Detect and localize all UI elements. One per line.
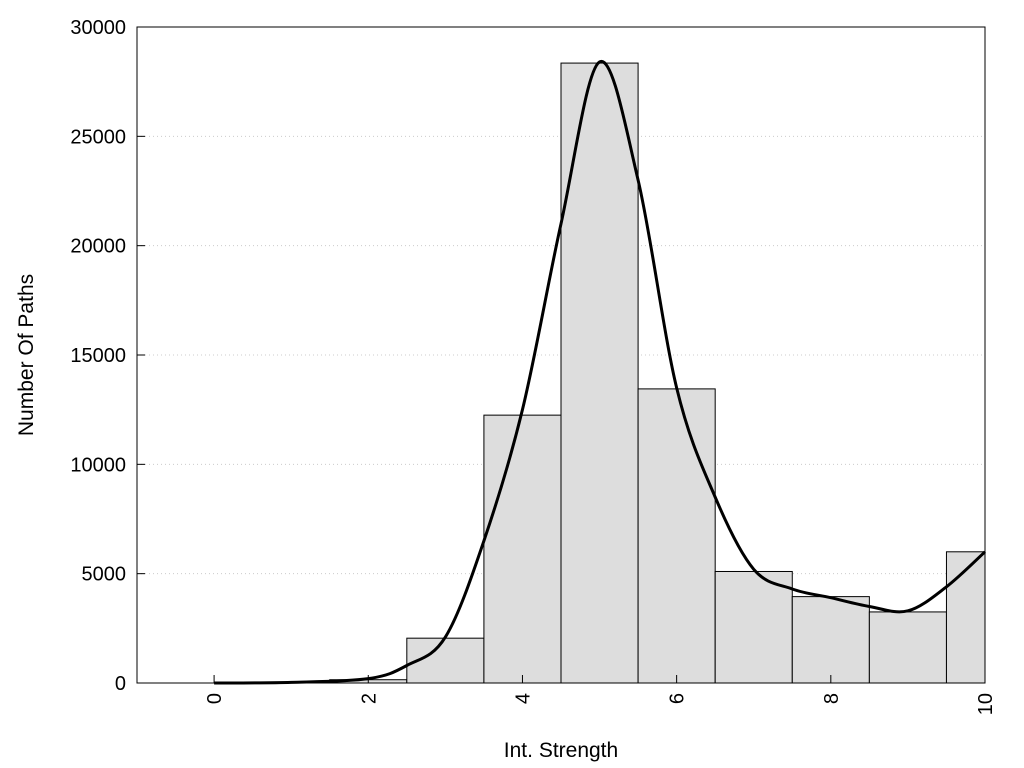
y-tick-label: 10000 xyxy=(70,454,126,476)
histogram-bar xyxy=(714,570,793,684)
y-tick-label: 15000 xyxy=(70,345,126,367)
histogram-bar xyxy=(637,388,716,684)
histogram-bar xyxy=(868,611,947,684)
x-tick-label: 10 xyxy=(975,693,997,715)
x-tick-label: 8 xyxy=(821,693,843,704)
y-axis-ticks: 0 5000 10000 15000 20000 25000 30000 xyxy=(70,17,145,695)
y-tick-label: 0 xyxy=(115,673,126,695)
x-axis-ticks: 0 2 4 6 8 10 xyxy=(204,675,997,715)
histogram-bar xyxy=(791,596,870,684)
density-curve xyxy=(214,60,987,685)
x-tick-label: 0 xyxy=(204,693,226,704)
y-tick-label: 20000 xyxy=(70,236,126,258)
x-axis-label: Int. Strength xyxy=(504,739,618,762)
y-tick-label: 30000 xyxy=(70,17,126,39)
histogram-bar xyxy=(945,551,986,684)
y-tick-label: 25000 xyxy=(70,126,126,148)
histogram-bar xyxy=(483,414,562,684)
density-curve-line xyxy=(214,60,987,685)
histogram-bar xyxy=(560,62,639,684)
x-tick-label: 2 xyxy=(358,693,380,704)
x-tick-label: 4 xyxy=(512,693,534,704)
bars xyxy=(252,62,986,684)
y-axis-label: Number Of Paths xyxy=(15,274,38,436)
y-tick-label: 5000 xyxy=(82,564,127,586)
x-tick-label: 6 xyxy=(667,693,689,704)
